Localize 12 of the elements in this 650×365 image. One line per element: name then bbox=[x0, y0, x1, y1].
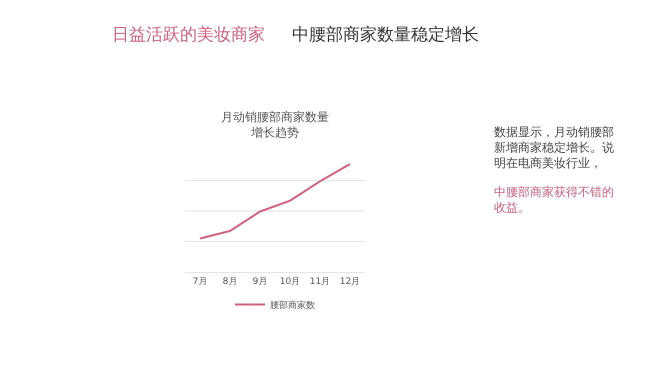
x-tick-label: 8月 bbox=[222, 276, 238, 287]
x-tick-label: 12月 bbox=[340, 276, 360, 287]
x-tick-label: 11月 bbox=[310, 276, 330, 287]
text: 日益活跃的美妆商家 bbox=[112, 25, 265, 45]
x-tick-label: 10月 bbox=[280, 276, 300, 287]
text: 中腰部商家获得不错的收益。 bbox=[494, 185, 614, 215]
x-tick-label: 9月 bbox=[252, 276, 268, 287]
text: 中腰部商家数量稳定增长 bbox=[292, 25, 479, 45]
legend-label: 腰部商家数 bbox=[270, 300, 315, 312]
chart-title: 月动销腰部商家数量增长趋势 bbox=[221, 110, 329, 140]
text: 数据显示，月动销腰部新增商家稳定增长。说明在电商美妆行业， bbox=[494, 125, 614, 170]
x-tick-label: 7月 bbox=[192, 276, 208, 287]
